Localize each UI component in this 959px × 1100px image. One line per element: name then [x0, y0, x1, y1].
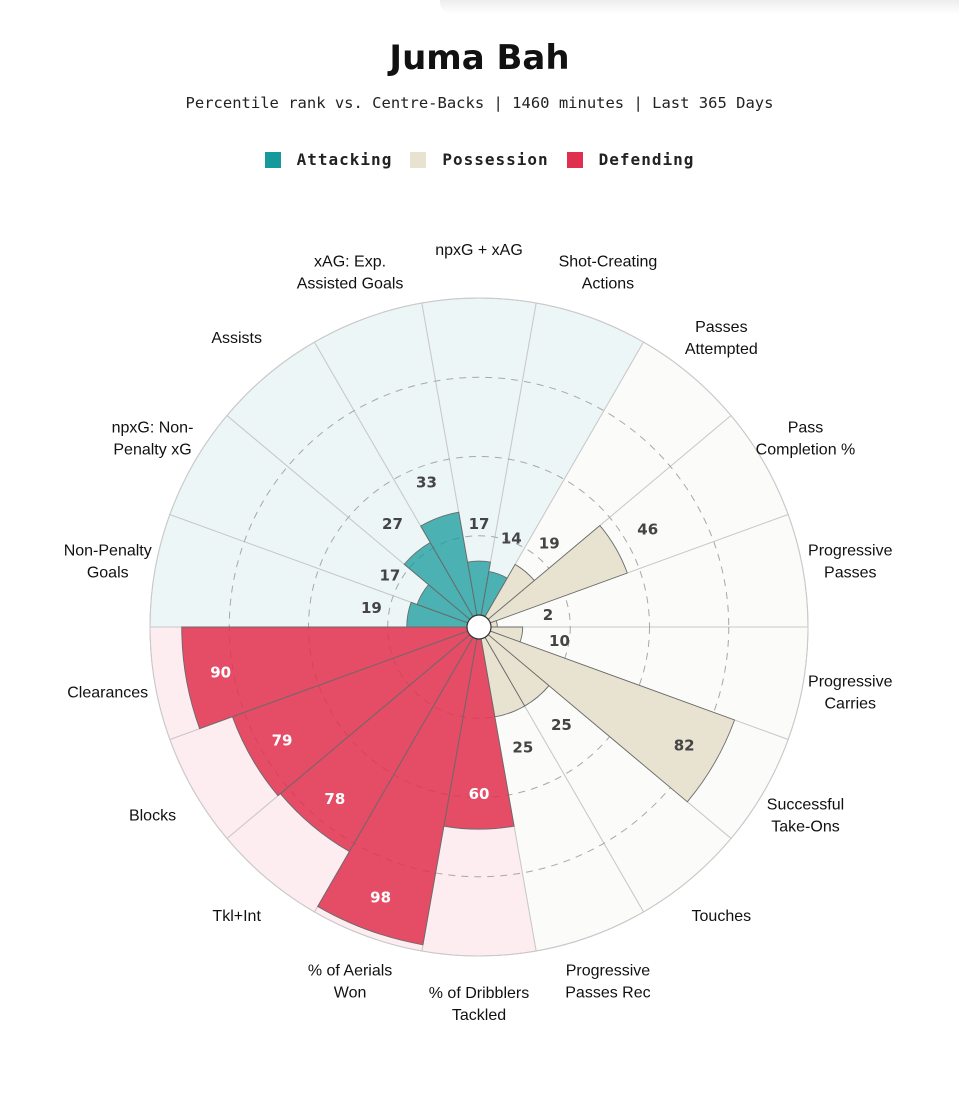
value-label-npxg-non-penalty-xg: 17: [379, 567, 400, 585]
top-shadow: [440, 0, 959, 14]
legend-swatch-defending: [566, 151, 583, 168]
category-labels: Shot-Creating Actions Passes Attempted Pass C…: [64, 242, 893, 1024]
category-label-progressive-carries: Progressive Carries: [808, 673, 893, 712]
category-label-xag-exp-assisted-goals: xAG: Exp. Assisted Goals: [297, 253, 404, 292]
category-label-successful-take-ons: Successful Take-Ons: [767, 796, 844, 835]
legend-swatch-attacking: [264, 151, 281, 168]
chart-title: Juma Bah: [389, 38, 570, 78]
category-label-clearances: Clearances: [67, 684, 148, 701]
chart-subtitle: Percentile rank vs. Centre-Backs | 1460 …: [185, 94, 774, 112]
category-label-blocks: Blocks: [129, 807, 176, 824]
value-label-assists: 27: [382, 515, 403, 533]
category-label-npxg-non-penalty-xg: npxG: Non-Penalty xG: [112, 419, 194, 458]
value-label-passes-attempted: 19: [539, 534, 560, 552]
value-label-shot-creating-actions: 14: [501, 529, 522, 547]
category-label-shot-creating-actions: Shot-Creating Actions: [559, 253, 658, 292]
value-label-progressive-carries: 10: [549, 632, 570, 650]
value-label-pass-completion: 46: [637, 521, 658, 539]
center-hole: [466, 614, 492, 640]
value-label-touches: 25: [551, 716, 572, 734]
value-label-xag-exp-assisted-goals: 33: [416, 474, 437, 492]
legend: Attacking Possession Defending: [0, 150, 959, 169]
value-label-tkl-int: 78: [324, 790, 345, 808]
value-label-progressive-passes: 2: [543, 606, 553, 624]
value-label-clearances: 90: [210, 664, 231, 682]
category-label-tkl-int: Tkl+Int: [212, 907, 261, 924]
category-label-assists: Assists: [211, 330, 262, 347]
category-label-progressive-passes: Progressive Passes: [808, 542, 893, 581]
legend-item-attacking: Attacking: [264, 150, 393, 169]
category-label-of-dribblers-tackled: % of Dribblers Tackled: [429, 985, 529, 1024]
legend-label-attacking: Attacking: [296, 150, 393, 169]
category-label-touches: Touches: [692, 907, 752, 924]
legend-label-possession: Possession: [442, 150, 549, 169]
value-label-of-dribblers-tackled: 60: [469, 785, 490, 803]
legend-item-defending: Defending: [566, 150, 695, 169]
bars: [181, 511, 736, 946]
value-label-npxg-xag: 17: [469, 515, 490, 533]
outer-ring: [149, 297, 809, 957]
category-label-npxg-xag: npxG + xAG: [435, 242, 523, 259]
legend-swatch-possession: [410, 151, 427, 168]
legend-item-possession: Possession: [410, 150, 548, 169]
value-label-blocks: 79: [272, 732, 293, 750]
value-labels: 14 19 46 2 10 82 25 25 60 98 78 79 90 19 17 27 33 17: [210, 474, 694, 907]
value-label-of-aerials-won: 98: [370, 888, 391, 906]
value-label-non-penalty-goals: 19: [361, 599, 382, 617]
category-label-passes-attempted: Passes Attempted: [685, 319, 758, 358]
value-label-progressive-passes-rec: 25: [512, 739, 533, 757]
legend-label-defending: Defending: [598, 150, 695, 169]
category-label-non-penalty-goals: Non-Penalty Goals: [64, 542, 152, 581]
category-label-of-aerials-won: % of Aerials Won: [308, 962, 392, 1001]
value-label-successful-take-ons: 82: [674, 736, 695, 754]
category-label-progressive-passes-rec: Progressive Passes Rec: [565, 962, 650, 1001]
category-label-pass-completion: Pass Completion %: [756, 419, 856, 458]
